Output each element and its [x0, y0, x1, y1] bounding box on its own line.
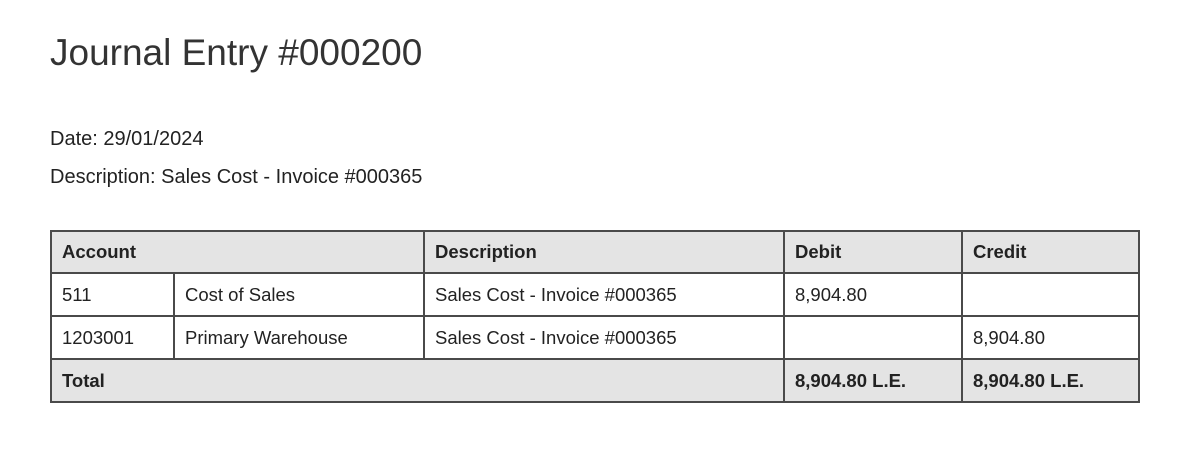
journal-table: Account Description Debit Credit 511 Cos… — [50, 230, 1140, 403]
account-code: 1203001 — [50, 315, 175, 360]
row-description: Sales Cost - Invoice #000365 — [423, 315, 785, 360]
row-debit — [783, 315, 963, 360]
total-debit: 8,904.80 L.E. — [783, 358, 963, 403]
row-description: Sales Cost - Invoice #000365 — [423, 272, 785, 317]
total-credit: 8,904.80 L.E. — [961, 358, 1140, 403]
entry-description: Description: Sales Cost - Invoice #00036… — [50, 166, 423, 188]
header-account: Account — [50, 230, 425, 274]
row-credit — [961, 272, 1140, 317]
account-name: Primary Warehouse — [173, 315, 425, 360]
table-row: 1203001 Primary Warehouse Sales Cost - I… — [50, 315, 1140, 360]
entry-date: Date: 29/01/2024 — [50, 128, 204, 150]
total-label: Total — [50, 358, 785, 403]
page-title: Journal Entry #000200 — [50, 32, 423, 73]
header-debit: Debit — [783, 230, 963, 274]
account-code: 511 — [50, 272, 175, 317]
row-credit: 8,904.80 — [961, 315, 1140, 360]
header-description: Description — [423, 230, 785, 274]
row-debit: 8,904.80 — [783, 272, 963, 317]
total-row: Total 8,904.80 L.E. 8,904.80 L.E. — [50, 358, 1140, 403]
table-header-row: Account Description Debit Credit — [50, 230, 1140, 274]
account-name: Cost of Sales — [173, 272, 425, 317]
table-row: 511 Cost of Sales Sales Cost - Invoice #… — [50, 272, 1140, 317]
header-credit: Credit — [961, 230, 1140, 274]
